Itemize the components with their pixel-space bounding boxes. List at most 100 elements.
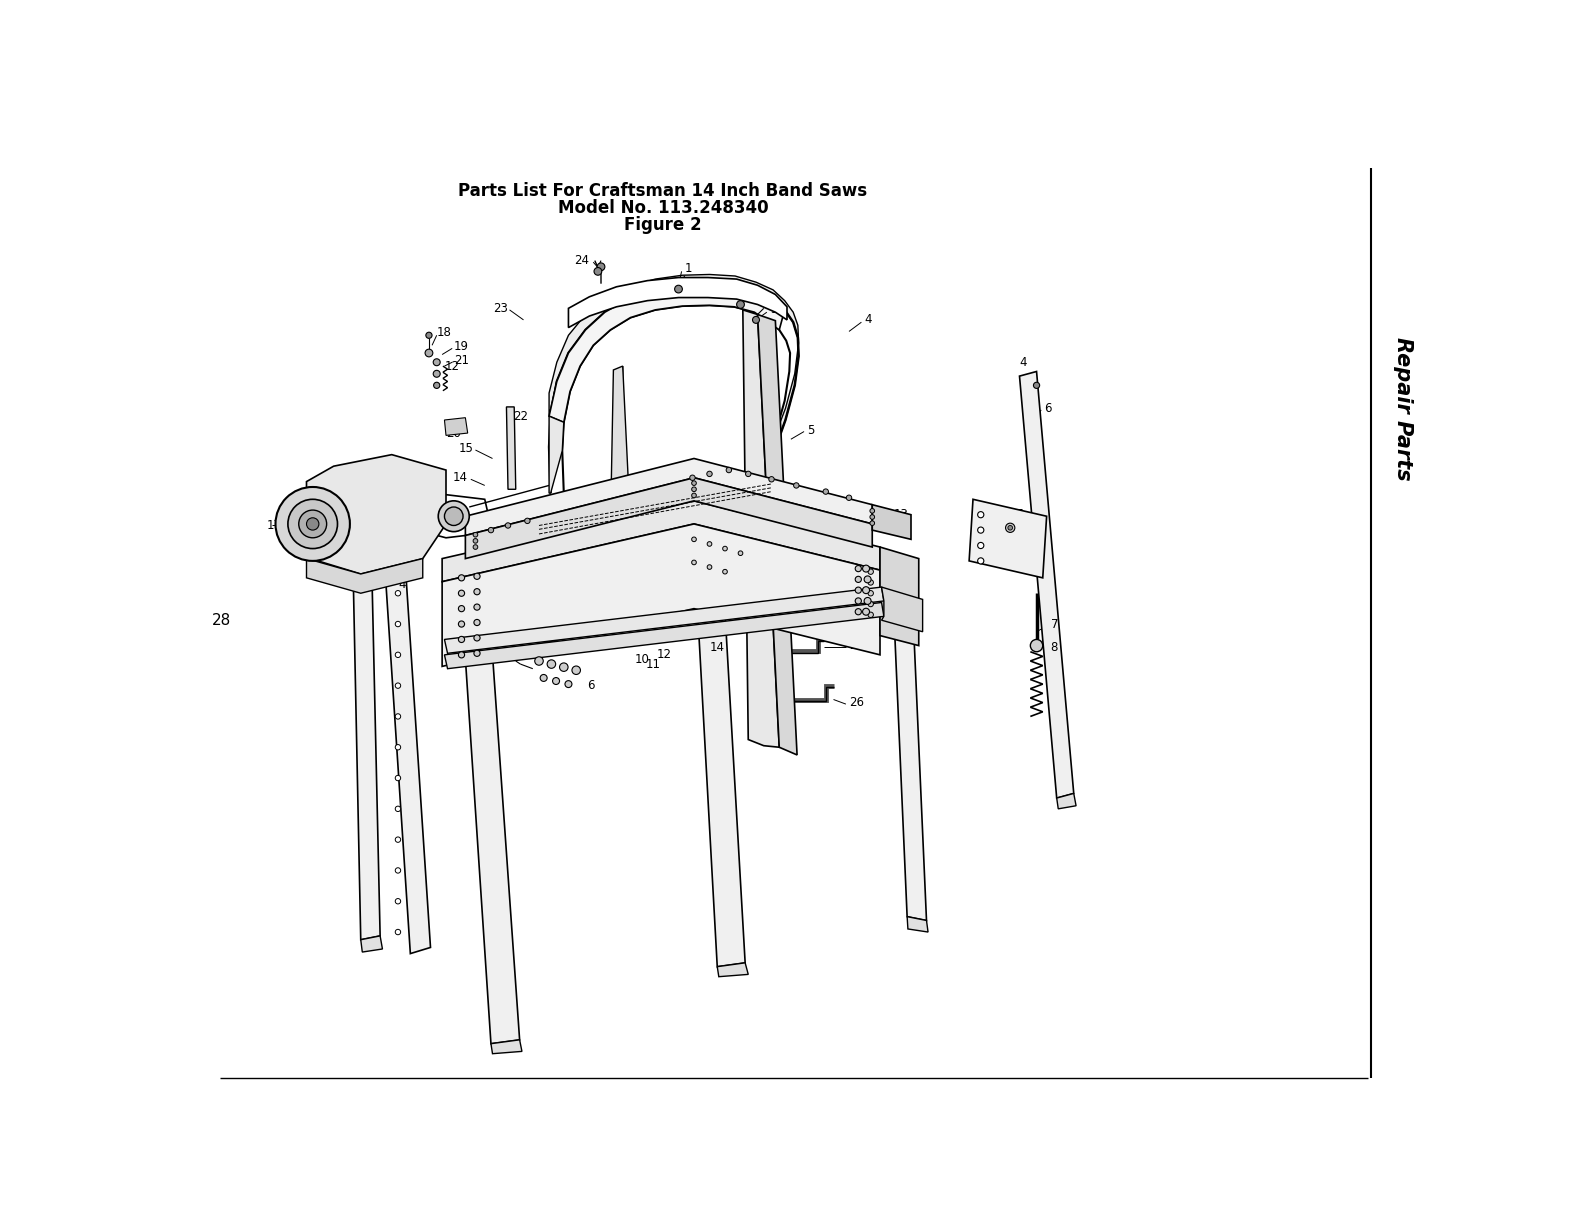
Circle shape bbox=[1006, 523, 1015, 533]
Text: 14: 14 bbox=[710, 640, 724, 654]
Circle shape bbox=[299, 510, 326, 538]
Circle shape bbox=[474, 589, 480, 595]
Circle shape bbox=[572, 666, 580, 675]
Circle shape bbox=[474, 634, 480, 642]
Circle shape bbox=[692, 480, 697, 485]
Circle shape bbox=[458, 621, 464, 627]
Circle shape bbox=[855, 609, 862, 615]
Circle shape bbox=[1033, 382, 1039, 389]
Circle shape bbox=[675, 285, 683, 293]
Polygon shape bbox=[491, 1040, 523, 1053]
Polygon shape bbox=[445, 602, 884, 668]
Circle shape bbox=[752, 316, 759, 324]
Text: 3: 3 bbox=[770, 303, 778, 316]
Polygon shape bbox=[550, 417, 564, 494]
Text: 10: 10 bbox=[879, 557, 893, 571]
Polygon shape bbox=[466, 655, 520, 1044]
Circle shape bbox=[276, 488, 350, 561]
Text: 14: 14 bbox=[453, 472, 467, 484]
Text: 17: 17 bbox=[266, 519, 282, 532]
Circle shape bbox=[425, 349, 432, 357]
Text: 15: 15 bbox=[458, 442, 474, 455]
Circle shape bbox=[868, 569, 873, 574]
Circle shape bbox=[474, 604, 480, 610]
Circle shape bbox=[977, 557, 984, 565]
Circle shape bbox=[535, 656, 543, 665]
Text: 18: 18 bbox=[437, 326, 451, 340]
Circle shape bbox=[722, 569, 727, 574]
Circle shape bbox=[855, 566, 862, 572]
Circle shape bbox=[396, 621, 401, 627]
Text: 16: 16 bbox=[342, 572, 356, 584]
Text: 8: 8 bbox=[1050, 640, 1058, 654]
Circle shape bbox=[396, 744, 401, 750]
Polygon shape bbox=[718, 963, 748, 976]
Circle shape bbox=[855, 577, 862, 583]
Polygon shape bbox=[442, 501, 881, 582]
Circle shape bbox=[458, 590, 464, 596]
Circle shape bbox=[1007, 525, 1012, 530]
Text: 10: 10 bbox=[635, 653, 649, 666]
Circle shape bbox=[474, 620, 480, 626]
Polygon shape bbox=[699, 612, 744, 967]
Circle shape bbox=[396, 653, 401, 657]
Circle shape bbox=[474, 545, 478, 550]
Polygon shape bbox=[550, 287, 784, 423]
Text: 25: 25 bbox=[849, 639, 863, 653]
Circle shape bbox=[396, 930, 401, 935]
Circle shape bbox=[722, 546, 727, 551]
Text: Parts List For Craftsman 14 Inch Band Saws: Parts List For Craftsman 14 Inch Band Sa… bbox=[458, 182, 868, 200]
Circle shape bbox=[597, 263, 605, 270]
Polygon shape bbox=[445, 418, 467, 435]
Polygon shape bbox=[611, 367, 629, 497]
Text: 7: 7 bbox=[1050, 617, 1058, 631]
Text: 4: 4 bbox=[1020, 356, 1026, 369]
Circle shape bbox=[725, 467, 732, 473]
Circle shape bbox=[553, 677, 559, 684]
Circle shape bbox=[546, 660, 556, 668]
Circle shape bbox=[865, 598, 871, 605]
Circle shape bbox=[559, 662, 569, 671]
Circle shape bbox=[868, 612, 873, 617]
Circle shape bbox=[426, 332, 432, 338]
Circle shape bbox=[396, 837, 401, 842]
Polygon shape bbox=[908, 916, 928, 932]
Circle shape bbox=[863, 587, 870, 594]
Text: 6: 6 bbox=[588, 679, 594, 692]
Text: 11: 11 bbox=[879, 568, 893, 582]
Circle shape bbox=[458, 637, 464, 643]
Circle shape bbox=[458, 574, 464, 580]
Circle shape bbox=[396, 898, 401, 904]
Text: 19: 19 bbox=[453, 341, 469, 353]
Text: 4: 4 bbox=[534, 653, 542, 665]
Circle shape bbox=[432, 370, 440, 378]
Circle shape bbox=[524, 518, 531, 523]
Circle shape bbox=[505, 523, 510, 528]
Circle shape bbox=[1030, 639, 1042, 651]
Circle shape bbox=[396, 868, 401, 874]
Circle shape bbox=[692, 560, 697, 565]
Circle shape bbox=[474, 650, 480, 656]
Circle shape bbox=[565, 681, 572, 688]
Text: 4: 4 bbox=[865, 313, 873, 326]
Text: 13: 13 bbox=[893, 508, 909, 522]
Circle shape bbox=[846, 495, 852, 501]
Circle shape bbox=[868, 579, 873, 585]
Circle shape bbox=[977, 527, 984, 533]
Polygon shape bbox=[445, 587, 884, 654]
Polygon shape bbox=[466, 458, 873, 535]
Text: 4: 4 bbox=[398, 578, 406, 590]
Polygon shape bbox=[881, 547, 919, 645]
Polygon shape bbox=[385, 572, 431, 953]
Text: 11: 11 bbox=[646, 657, 661, 671]
Circle shape bbox=[692, 494, 697, 497]
Polygon shape bbox=[743, 310, 779, 747]
Polygon shape bbox=[882, 587, 922, 632]
Circle shape bbox=[474, 533, 478, 536]
Circle shape bbox=[977, 543, 984, 549]
Circle shape bbox=[692, 536, 697, 541]
Text: 5: 5 bbox=[808, 424, 814, 436]
Polygon shape bbox=[306, 455, 447, 574]
Circle shape bbox=[692, 488, 697, 491]
Polygon shape bbox=[569, 277, 787, 327]
